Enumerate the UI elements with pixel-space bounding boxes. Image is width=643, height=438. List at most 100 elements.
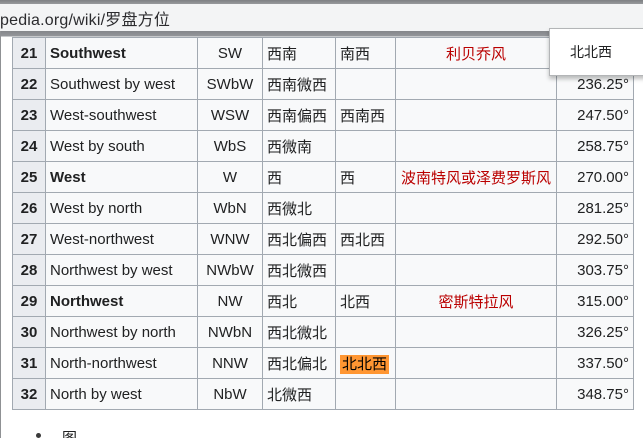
abbreviation-cell: NNW (197, 347, 263, 379)
chinese-alt-name-cell: 南西 (335, 37, 396, 69)
wind-name-cell (395, 223, 557, 255)
wind-name-cell (395, 68, 557, 100)
chinese-name-cell: 西南微西 (262, 68, 336, 100)
chinese-name-cell: 西微北 (262, 192, 336, 224)
degrees-cell: 315.00° (556, 285, 634, 317)
degrees-cell: 258.75° (556, 130, 634, 162)
chinese-name-cell: 西 (262, 161, 336, 193)
degrees-cell: 292.50° (556, 223, 634, 255)
address-bar-url[interactable]: pedia.org/wiki/罗盘方位 (0, 11, 171, 29)
chinese-alt-name-cell: 西北西 (335, 223, 396, 255)
english-name-cell: Southwest by west (45, 68, 198, 100)
chinese-name-cell: 西北微西 (262, 254, 336, 286)
wind-name-cell: 利贝乔风 (395, 37, 557, 69)
table-row: 32 North by west NbW 北微西 348.75° (12, 378, 634, 410)
abbreviation-cell: WbN (197, 192, 263, 224)
row-number-cell: 31 (12, 347, 46, 379)
row-number-cell: 23 (12, 99, 46, 131)
chinese-name-cell: 北微西 (262, 378, 336, 410)
english-name-cell: West by north (45, 192, 198, 224)
wind-name-cell (395, 316, 557, 348)
english-name-cell: West (45, 161, 198, 193)
table-row: 30 Northwest by north NWbN 西北微北 326.25° (12, 316, 634, 348)
table-row: 29 Northwest NW 西北 北西 密斯特拉风 315.00° (12, 285, 634, 317)
compass-table-body: 21 Southwest SW 西南 南西 利贝乔风 22 Southwest by west… (12, 37, 634, 410)
wind-name-cell (395, 192, 557, 224)
abbreviation-cell: W (197, 161, 263, 193)
english-name-cell: West-southwest (45, 99, 198, 131)
suggestion-popup-item[interactable]: 北北西 (570, 44, 612, 60)
abbreviation-cell: SW (197, 37, 263, 69)
chinese-alt-name-cell: 西南西 (335, 99, 396, 131)
degrees-cell: 281.25° (556, 192, 634, 224)
degrees-cell: 326.25° (556, 316, 634, 348)
wind-name-cell (395, 378, 557, 410)
chinese-alt-name-cell (335, 130, 396, 162)
table-row: 25 West W 西西波南特风或泽费罗斯风 270.00° (12, 161, 634, 193)
chinese-name-cell: 西北 (262, 285, 336, 317)
row-number-cell: 28 (12, 254, 46, 286)
window-left-border (0, 31, 1, 438)
wind-name-link[interactable]: 密斯特拉风 (438, 293, 514, 311)
row-number-cell: 25 (12, 161, 46, 193)
table-row: 24 West by south WbS 西微南 258.75° (12, 130, 634, 162)
abbreviation-cell: NW (197, 285, 263, 317)
row-number-cell: 26 (12, 192, 46, 224)
row-number-cell: 29 (12, 285, 46, 317)
see-also-list-item: 图 (36, 429, 77, 438)
chinese-alt-name-cell: 北北西 (335, 347, 396, 379)
table-row: 26 West by north WbN 西微北 281.25° (12, 192, 634, 224)
wind-name-cell (395, 130, 557, 162)
row-number-cell: 32 (12, 378, 46, 410)
chinese-name-cell: 西微南 (262, 130, 336, 162)
wind-name-cell (395, 99, 557, 131)
degrees-cell: 337.50° (556, 347, 634, 379)
table-row: 23 West-southwest WSW 西南偏西 西南西 247.50° (12, 99, 634, 131)
abbreviation-cell: NWbW (197, 254, 263, 286)
address-bar[interactable]: pedia.org/wiki/罗盘方位 (0, 4, 643, 31)
row-number-cell: 22 (12, 68, 46, 100)
chinese-alt-name-cell: 西 (335, 161, 396, 193)
row-number-cell: 24 (12, 130, 46, 162)
chinese-name-cell: 西南 (262, 37, 336, 69)
chinese-alt-name-cell (335, 316, 396, 348)
wind-name-link[interactable]: 利贝乔风 (445, 45, 506, 63)
row-number-cell: 27 (12, 223, 46, 255)
abbreviation-cell: NbW (197, 378, 263, 410)
table-row: 27 West-northwest WNW 西北偏西 西北西 292.50° (12, 223, 634, 255)
english-name-cell: North-northwest (45, 347, 198, 379)
chinese-alt-name-cell (335, 254, 396, 286)
chinese-name-cell: 西北偏北 (262, 347, 336, 379)
abbreviation-cell: WNW (197, 223, 263, 255)
row-number-cell: 21 (12, 37, 46, 69)
table-row: 28 Northwest by west NWbW 西北微西 303.75° (12, 254, 634, 286)
browser-window-top-edge (0, 0, 643, 4)
see-also-partial-text[interactable]: 图 (62, 431, 77, 438)
abbreviation-cell: WbS (197, 130, 263, 162)
chinese-alt-name-cell (335, 68, 396, 100)
row-number-cell: 30 (12, 316, 46, 348)
wind-name-link[interactable]: 波南特风或泽费罗斯风 (400, 169, 551, 187)
chinese-name-cell: 西北微北 (262, 316, 336, 348)
wiki-page-content: 21 Southwest SW 西南 南西 利贝乔风 22 Southwest by west… (0, 37, 643, 438)
english-name-cell: North by west (45, 378, 198, 410)
suggestion-popup[interactable]: 北北西 (549, 28, 643, 76)
toolbar-bottom-edge (0, 31, 643, 37)
wind-name-cell (395, 254, 557, 286)
abbreviation-cell: WSW (197, 99, 263, 131)
wind-name-cell (395, 347, 557, 379)
abbreviation-cell: NWbN (197, 316, 263, 348)
table-row: 21 Southwest SW 西南 南西 利贝乔风 (12, 37, 634, 69)
chinese-alt-name-cell (335, 192, 396, 224)
english-name-cell: Northwest by north (45, 316, 198, 348)
table-row: 22 Southwest by west SWbW 西南微西 236.25° (12, 68, 634, 100)
degrees-cell: 270.00° (556, 161, 634, 193)
list-bullet-icon (36, 433, 41, 438)
abbreviation-cell: SWbW (197, 68, 263, 100)
chinese-name-cell: 西南偏西 (262, 99, 336, 131)
chinese-alt-name-cell (335, 378, 396, 410)
degrees-cell: 247.50° (556, 99, 634, 131)
find-highlight: 北北西 (340, 354, 390, 374)
table-row: 31 North-northwest NNW 西北偏北 北北西 337.50° (12, 347, 634, 379)
degrees-cell: 348.75° (556, 378, 634, 410)
